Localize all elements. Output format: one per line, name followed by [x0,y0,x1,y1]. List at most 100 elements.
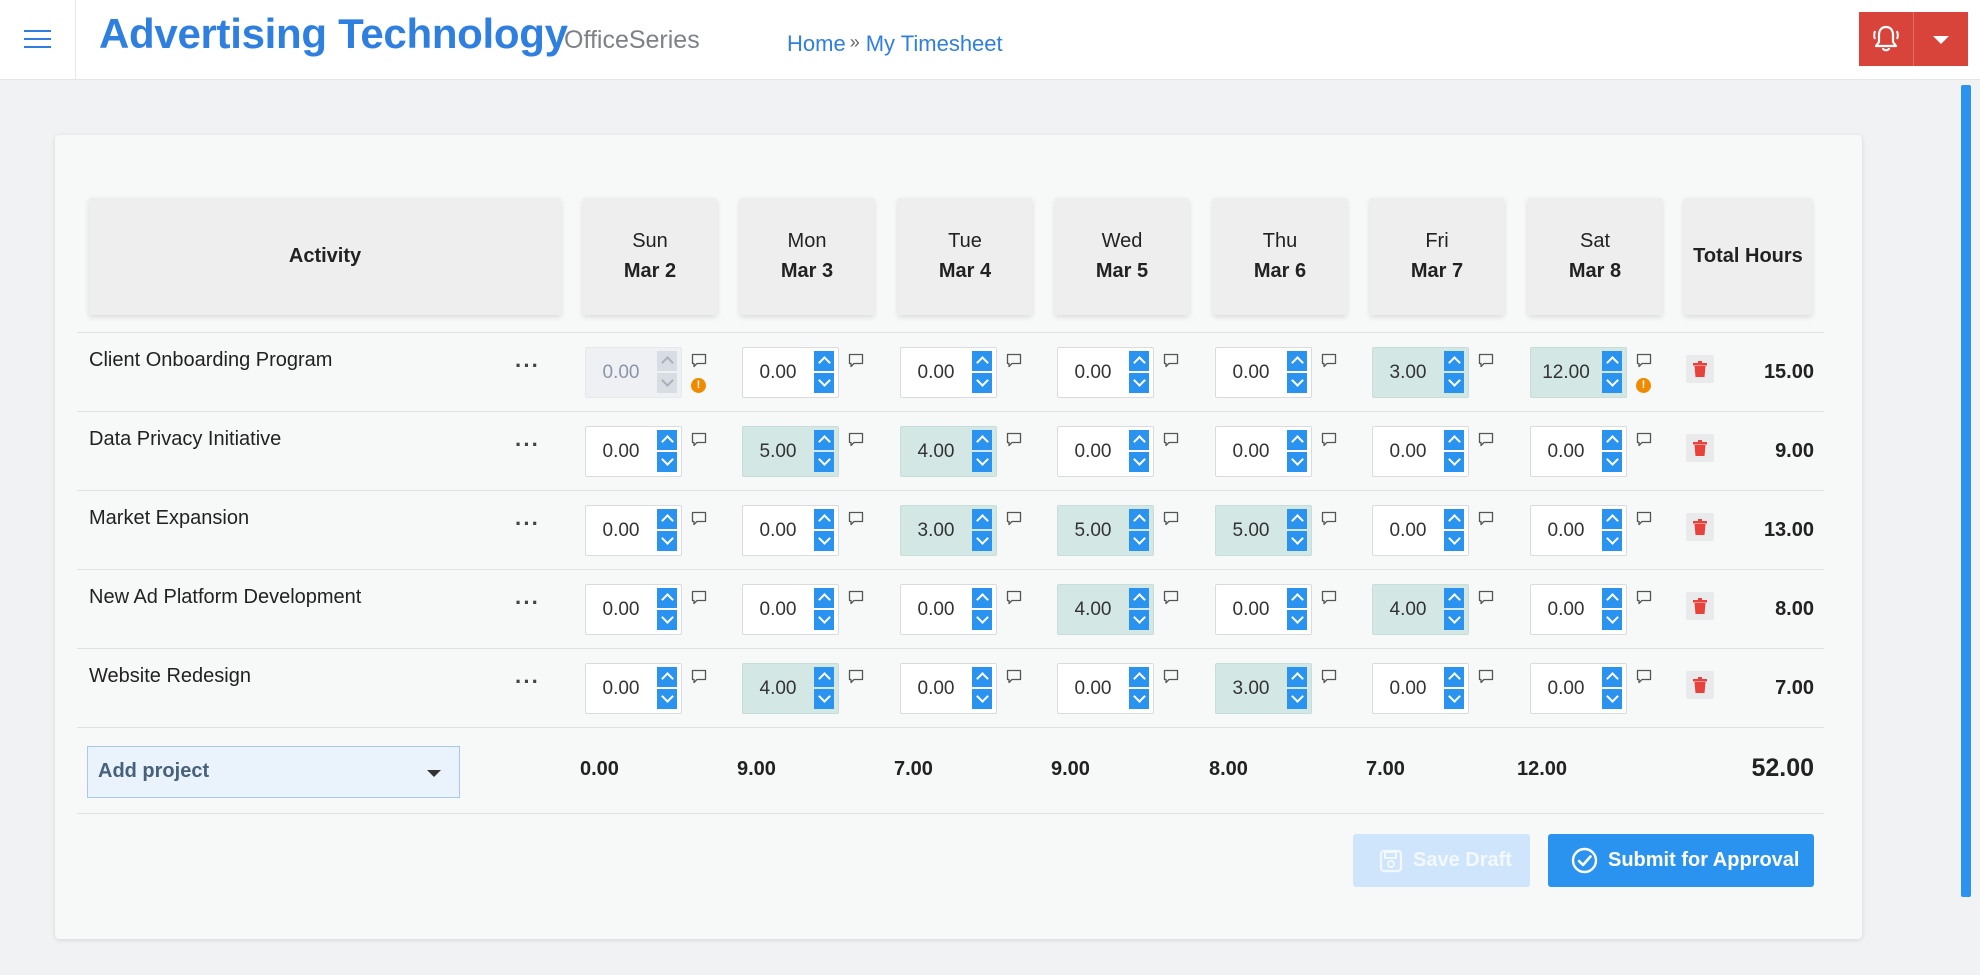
decrement-hours-button[interactable] [1602,452,1622,472]
row-more-options-button[interactable]: ··· [515,669,540,694]
increment-hours-button[interactable] [657,351,677,371]
scrollbar[interactable] [1961,85,1971,897]
comment-icon[interactable] [1006,432,1022,447]
info-warning-icon[interactable]: ! [1636,378,1651,393]
add-project-select[interactable]: Add project [87,746,460,798]
comment-icon[interactable] [1006,669,1022,684]
hours-input[interactable] [1373,506,1443,555]
comment-icon[interactable] [1006,590,1022,605]
decrement-hours-button[interactable] [1287,610,1307,630]
comment-icon[interactable] [1636,353,1652,368]
hours-input[interactable] [586,348,656,397]
hours-input[interactable] [1216,585,1286,634]
decrement-hours-button[interactable] [1129,531,1149,551]
hours-input[interactable] [1216,427,1286,476]
hours-input[interactable] [1373,427,1443,476]
increment-hours-button[interactable] [1129,667,1149,687]
decrement-hours-button[interactable] [1129,452,1149,472]
hours-input[interactable] [901,664,971,713]
decrement-hours-button[interactable] [657,689,677,709]
comment-icon[interactable] [848,353,864,368]
increment-hours-button[interactable] [1602,351,1622,371]
decrement-hours-button[interactable] [657,452,677,472]
hours-input[interactable] [901,427,971,476]
user-menu-dropdown-button[interactable] [1914,12,1968,66]
decrement-hours-button[interactable] [1287,531,1307,551]
comment-icon[interactable] [1006,511,1022,526]
increment-hours-button[interactable] [1287,667,1307,687]
hours-input[interactable] [1531,664,1601,713]
increment-hours-button[interactable] [1444,588,1464,608]
decrement-hours-button[interactable] [972,373,992,393]
info-warning-icon[interactable]: ! [691,378,706,393]
increment-hours-button[interactable] [814,351,834,371]
increment-hours-button[interactable] [1444,351,1464,371]
decrement-hours-button[interactable] [1287,373,1307,393]
hours-input[interactable] [901,348,971,397]
increment-hours-button[interactable] [1287,509,1307,529]
decrement-hours-button[interactable] [814,373,834,393]
delete-row-button[interactable] [1686,592,1714,620]
comment-icon[interactable] [1478,669,1494,684]
hours-input[interactable] [586,664,656,713]
decrement-hours-button[interactable] [814,531,834,551]
increment-hours-button[interactable] [1444,430,1464,450]
comment-icon[interactable] [1321,353,1337,368]
increment-hours-button[interactable] [1602,430,1622,450]
increment-hours-button[interactable] [972,509,992,529]
comment-icon[interactable] [1636,669,1652,684]
delete-row-button[interactable] [1686,434,1714,462]
hours-input[interactable] [1058,664,1128,713]
increment-hours-button[interactable] [1602,667,1622,687]
comment-icon[interactable] [691,590,707,605]
decrement-hours-button[interactable] [1129,689,1149,709]
delete-row-button[interactable] [1686,513,1714,541]
decrement-hours-button[interactable] [972,452,992,472]
decrement-hours-button[interactable] [814,689,834,709]
decrement-hours-button[interactable] [814,452,834,472]
hours-input[interactable] [743,585,813,634]
increment-hours-button[interactable] [1287,588,1307,608]
comment-icon[interactable] [1321,669,1337,684]
comment-icon[interactable] [1163,669,1179,684]
comment-icon[interactable] [848,511,864,526]
decrement-hours-button[interactable] [1444,373,1464,393]
comment-icon[interactable] [1636,511,1652,526]
comment-icon[interactable] [691,432,707,447]
hours-input[interactable] [1216,348,1286,397]
decrement-hours-button[interactable] [1602,531,1622,551]
increment-hours-button[interactable] [1602,588,1622,608]
decrement-hours-button[interactable] [1129,610,1149,630]
increment-hours-button[interactable] [1444,509,1464,529]
hours-input[interactable] [1373,664,1443,713]
increment-hours-button[interactable] [1129,509,1149,529]
decrement-hours-button[interactable] [1602,610,1622,630]
increment-hours-button[interactable] [1129,351,1149,371]
increment-hours-button[interactable] [657,430,677,450]
decrement-hours-button[interactable] [657,610,677,630]
comment-icon[interactable] [691,669,707,684]
decrement-hours-button[interactable] [1602,373,1622,393]
comment-icon[interactable] [1321,432,1337,447]
comment-icon[interactable] [848,590,864,605]
row-more-options-button[interactable]: ··· [515,353,540,378]
notification-alert-button[interactable] [1859,12,1914,66]
increment-hours-button[interactable] [657,588,677,608]
hours-input[interactable] [1531,585,1601,634]
comment-icon[interactable] [1163,353,1179,368]
hours-input[interactable] [743,506,813,555]
hours-input[interactable] [1058,348,1128,397]
increment-hours-button[interactable] [1129,588,1149,608]
increment-hours-button[interactable] [814,588,834,608]
decrement-hours-button[interactable] [814,610,834,630]
increment-hours-button[interactable] [972,667,992,687]
hours-input[interactable] [586,506,656,555]
hours-input[interactable] [1531,427,1601,476]
hours-input[interactable] [901,506,971,555]
hours-input[interactable] [1531,506,1601,555]
comment-icon[interactable] [1478,590,1494,605]
row-more-options-button[interactable]: ··· [515,511,540,536]
comment-icon[interactable] [1478,511,1494,526]
comment-icon[interactable] [848,432,864,447]
comment-icon[interactable] [1006,353,1022,368]
